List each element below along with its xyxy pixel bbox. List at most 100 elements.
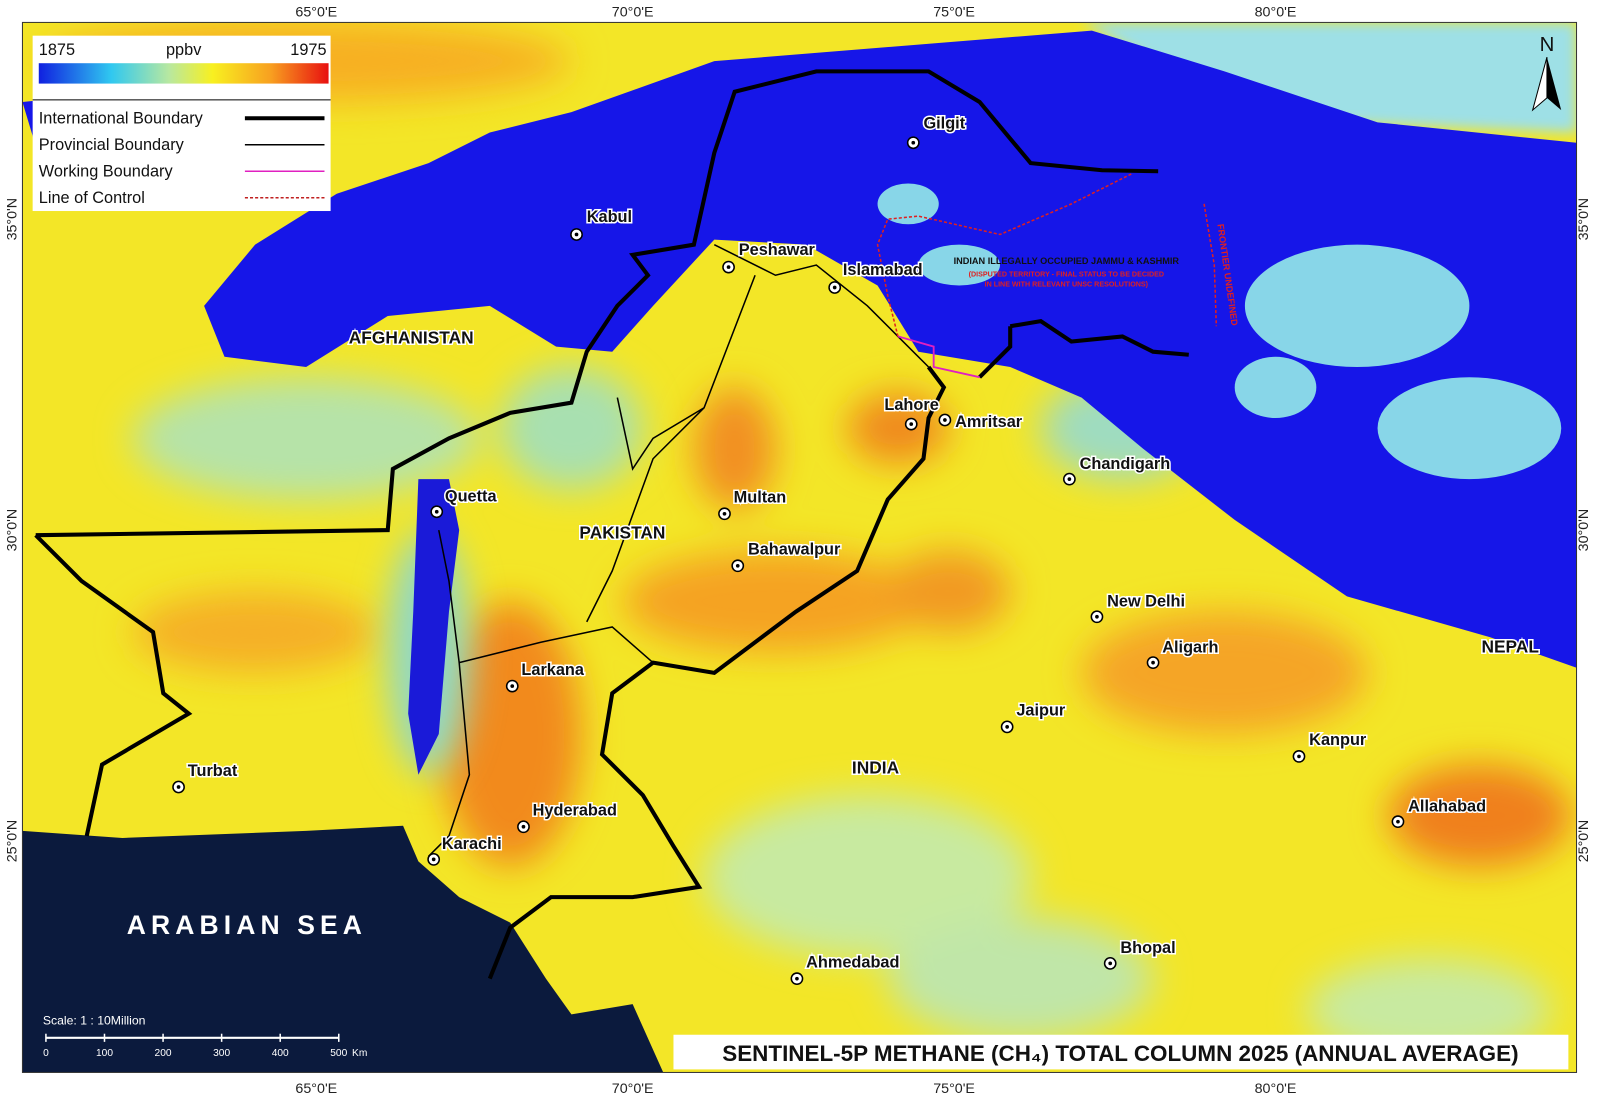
- country-label: INDIA: [852, 758, 900, 778]
- city-dot: [722, 511, 727, 516]
- map-frame: [21, 21, 1578, 1073]
- legend-label: International Boundary: [39, 109, 204, 127]
- international-boundary: [487, 365, 947, 980]
- city-dot: [735, 563, 740, 568]
- city-label: Islamabad: [843, 261, 923, 279]
- city-label: Larkana: [521, 661, 584, 679]
- north-arrow: N: [1531, 34, 1562, 112]
- cyan-band: [1081, 22, 1577, 133]
- title-box: SENTINEL-5P METHANE (CH₄) TOTAL COLUMN 2…: [673, 1034, 1569, 1070]
- city-dot: [1151, 660, 1155, 665]
- city-dot: [909, 422, 914, 426]
- legend-label: Provincial Boundary: [39, 136, 185, 154]
- longitude-label: 70°0'E: [612, 1081, 654, 1097]
- latitude-label: 35°0'N: [4, 198, 20, 241]
- disputed-note: IN LINE WITH RELEVANT UNSC RESOLUTIONS): [985, 280, 1149, 288]
- city-dot: [795, 976, 799, 981]
- city-dot: [510, 684, 515, 688]
- city-label: Multan: [734, 489, 787, 507]
- city-dot: [574, 232, 579, 237]
- scale-tick-label: 300: [213, 1048, 230, 1059]
- boundaries: [34, 69, 1218, 980]
- scale-tick-label: 0: [43, 1048, 49, 1059]
- city-label: Gilgit: [923, 114, 965, 132]
- arabian-sea: [22, 825, 664, 1073]
- city-dot: [431, 857, 436, 862]
- city-label: Jaipur: [1016, 702, 1066, 720]
- international-boundary: [1009, 318, 1189, 357]
- latitude-label: 25°0'N: [4, 820, 20, 863]
- city-label: Turbat: [188, 762, 238, 780]
- city-dot: [726, 265, 731, 269]
- city-label: Bahawalpur: [748, 541, 841, 559]
- scale-unit: Km: [352, 1048, 367, 1059]
- longitude-label: 65°0'E: [295, 4, 337, 20]
- city-dot: [434, 509, 439, 514]
- latitude-label: 35°0'N: [1576, 198, 1592, 241]
- city-dot: [943, 418, 947, 422]
- blue-patch: [408, 479, 460, 775]
- sea-label: ARABIAN SEA: [127, 910, 367, 940]
- city-label: Hyderabad: [533, 802, 617, 820]
- country-label: NEPAL: [1481, 636, 1539, 656]
- north-label: N: [1540, 34, 1555, 56]
- longitude-label: 65°0'E: [295, 1081, 337, 1097]
- scale-tick-label: 100: [96, 1048, 113, 1059]
- longitude-label: 80°0'E: [1255, 4, 1297, 20]
- legend-label: Line of Control: [39, 189, 145, 207]
- city-dot: [1108, 961, 1113, 966]
- longitude-label: 80°0'E: [1255, 1081, 1297, 1097]
- scale-tick-label: 400: [272, 1048, 289, 1059]
- city-label: Quetta: [445, 488, 498, 506]
- legend-label: Working Boundary: [39, 162, 174, 180]
- city-label: Allahabad: [1408, 797, 1486, 815]
- scale-text: Scale: 1 : 10Million: [43, 1014, 146, 1028]
- city-label: New Delhi: [1107, 593, 1185, 611]
- disputed-note: (DISPUTED TERRITORY - FINAL STATUS TO BE…: [969, 270, 1164, 278]
- city-dot: [1067, 477, 1072, 481]
- city-dot: [1005, 725, 1009, 729]
- city-label: Peshawar: [739, 241, 816, 259]
- city-label: Karachi: [442, 835, 502, 853]
- city-label: Ahmedabad: [806, 953, 899, 971]
- scale-bar: Scale: 1 : 10Million Km 0 100 200 300 400 500: [43, 1014, 367, 1060]
- colorbar-min: 1875: [39, 41, 75, 59]
- latitude-label: 25°0'N: [1576, 820, 1592, 863]
- country-label: PAKISTAN: [579, 522, 665, 542]
- city-label: Aligarh: [1162, 638, 1218, 656]
- city-dot: [1297, 754, 1301, 759]
- city-dot: [521, 824, 526, 829]
- colorbar-max: 1975: [290, 41, 326, 59]
- colorbar: [38, 63, 329, 84]
- city-dot: [911, 140, 916, 145]
- latitude-label: 30°0'N: [1576, 509, 1592, 552]
- international-boundary: [35, 69, 1159, 538]
- international-boundary: [978, 326, 1013, 379]
- city-label: Lahore: [884, 396, 938, 414]
- legend: 1875 ppbv 1975 International Boundary Pr…: [32, 35, 331, 212]
- labels: 65°0'E 65°0'E 70°0'E 70°0'E 75°0'E 75°0'E 80°0…: [4, 4, 1591, 1097]
- city-dot: [832, 285, 837, 290]
- city-dot: [1095, 614, 1099, 619]
- longitude-label: 70°0'E: [612, 4, 654, 20]
- city-label: Kanpur: [1309, 731, 1367, 749]
- country-label: AFGHANISTAN: [349, 328, 474, 348]
- blue-region: [204, 30, 1577, 668]
- scale-tick-label: 200: [155, 1048, 172, 1059]
- provincial-boundary: [428, 243, 930, 857]
- international-boundary: [34, 533, 193, 837]
- longitude-label: 75°0'E: [933, 1081, 975, 1097]
- title-bg: [673, 1034, 1569, 1070]
- colorbar-unit: ppbv: [166, 41, 202, 59]
- city-label: Chandigarh: [1080, 455, 1171, 473]
- scale-tick-label: 500: [330, 1048, 347, 1059]
- working-boundary: [897, 335, 980, 379]
- city-dot: [1396, 819, 1400, 824]
- map-title: SENTINEL-5P METHANE (CH₄) TOTAL COLUMN 2…: [722, 1041, 1518, 1066]
- city-label: Amritsar: [955, 413, 1023, 431]
- longitude-label: 75°0'E: [933, 4, 975, 20]
- arrow-right: [1546, 57, 1562, 111]
- city-label: Bhopal: [1120, 939, 1175, 957]
- frontier-undefined-line: [1203, 203, 1218, 327]
